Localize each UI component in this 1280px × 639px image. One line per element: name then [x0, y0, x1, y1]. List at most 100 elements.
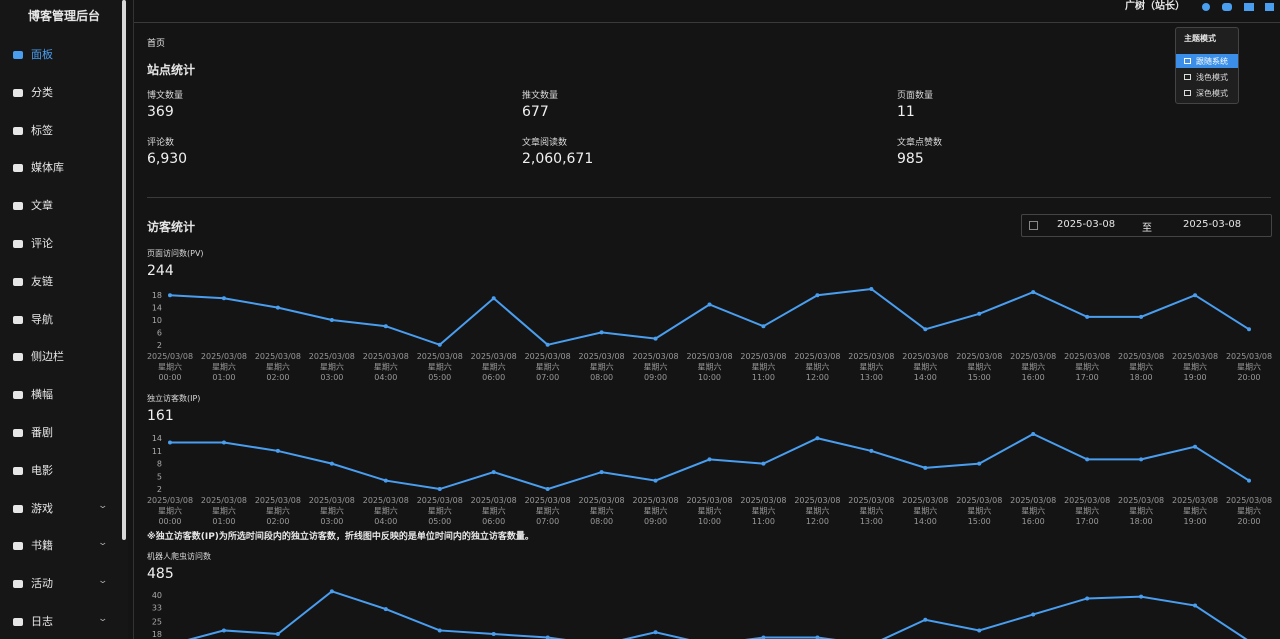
- date-from[interactable]: 2025-03-08: [1057, 219, 1116, 230]
- point: [923, 327, 928, 332]
- menu-label[interactable]: 分类: [31, 85, 53, 99]
- x-tick-label: 2025/03/08: [417, 352, 463, 361]
- menu-label[interactable]: 友链: [31, 274, 53, 288]
- menu-label[interactable]: 游戏: [31, 501, 53, 515]
- date-to[interactable]: 2025-03-08: [1183, 219, 1242, 230]
- x-tick-label: 2025/03/08: [902, 496, 948, 505]
- x-tick-label: 2025/03/08: [632, 352, 678, 361]
- divider: [147, 197, 1271, 198]
- breadcrumb[interactable]: 首页: [147, 39, 166, 49]
- menu-item[interactable]: 媒体库: [0, 161, 120, 177]
- x-tick-label: 02:00: [266, 373, 289, 382]
- point: [329, 318, 334, 322]
- menu-item[interactable]: 文章: [0, 199, 120, 215]
- menu-item[interactable]: 侧边栏: [0, 350, 120, 366]
- x-tick-label: 02:00: [266, 517, 289, 526]
- sidebar: 博客管理后台 面板 分类 标签 媒体库 文章 评论 友链 导航 侧边栏 横幅 番剧 电影 游戏 ⌄ 书籍 ⌄ 活…: [0, 0, 128, 639]
- menu-icon: [13, 580, 23, 589]
- menu-item[interactable]: 导航: [0, 313, 120, 329]
- x-tick-label: 星期六: [212, 362, 236, 372]
- point: [545, 487, 550, 492]
- point: [221, 440, 226, 445]
- line: [169, 287, 1250, 346]
- menu-label[interactable]: 导航: [31, 312, 53, 326]
- home-icon[interactable]: [1244, 3, 1254, 11]
- y-tick-label: 33: [152, 603, 162, 612]
- point: [707, 302, 712, 307]
- x-tick-label: 08:00: [590, 373, 613, 382]
- x-tick-label: 星期六: [805, 506, 829, 516]
- menu-label[interactable]: 活动: [31, 577, 53, 591]
- x-tick-label: 04:00: [374, 517, 397, 526]
- x-tick-label: 星期六: [913, 506, 937, 516]
- menu-label[interactable]: 电影: [31, 463, 53, 477]
- x-tick-label: 09:00: [644, 373, 667, 382]
- menu-item[interactable]: 评论: [0, 237, 120, 253]
- point: [275, 632, 280, 636]
- menu-label[interactable]: 书籍: [31, 539, 53, 553]
- option-icon: [1184, 58, 1191, 64]
- x-tick-label: 星期六: [1129, 362, 1153, 372]
- option-label[interactable]: 深色模式: [1196, 89, 1228, 98]
- chevron: ⌄: [97, 576, 109, 587]
- theme-menu: 主题模式 跟随系统 浅色模式 深色模式: [1175, 27, 1239, 104]
- menu-label[interactable]: 标签: [31, 123, 53, 137]
- menu-item[interactable]: 游戏 ⌄: [0, 501, 120, 518]
- theme-option[interactable]: 浅色模式: [1176, 70, 1238, 84]
- logout-icon[interactable]: [1265, 3, 1274, 11]
- point: [221, 296, 226, 301]
- menu-label[interactable]: 番剧: [31, 426, 53, 439]
- y-tick-label: 11: [152, 447, 162, 456]
- scrollbar[interactable]: [122, 0, 126, 540]
- point: [1085, 314, 1090, 319]
- user-name[interactable]: 广树（站长）: [1125, 1, 1185, 12]
- menu-item[interactable]: 活动 ⌄: [0, 576, 120, 593]
- menu-item[interactable]: 横幅: [0, 388, 120, 404]
- x-tick-label: 15:00: [968, 517, 991, 526]
- theme-option[interactable]: 深色模式: [1176, 86, 1238, 100]
- menu-item[interactable]: 电影: [0, 464, 120, 480]
- menu-icon: [13, 618, 23, 626]
- menu-item[interactable]: 标签: [0, 124, 120, 140]
- x-tick-label: 2025/03/08: [1118, 352, 1164, 361]
- menu-item[interactable]: 日志 ⌄: [0, 614, 120, 631]
- x-tick-label: 星期六: [1021, 506, 1045, 516]
- x-tick-label: 2025/03/08: [956, 352, 1002, 361]
- menu-label[interactable]: 侧边栏: [31, 350, 64, 364]
- chart-title: 独立访客数(IP): [147, 394, 201, 403]
- menu-item[interactable]: 书籍 ⌄: [0, 538, 120, 555]
- x-tick-label: 2025/03/08: [147, 352, 193, 361]
- note: ※独立访客数(IP)为所选时间段内的独立访客数，折线图中反映的是单位时间内的独立…: [147, 532, 534, 542]
- point: [545, 635, 550, 639]
- menu-item[interactable]: 分类: [0, 86, 120, 102]
- point: [815, 635, 820, 639]
- option-label[interactable]: 跟随系统: [1196, 57, 1228, 66]
- x-tick-label: 2025/03/08: [1010, 352, 1056, 361]
- stat-label: 博文数量: [147, 91, 184, 101]
- menu-label[interactable]: 日志: [31, 615, 53, 628]
- menu-item[interactable]: 面板: [0, 48, 120, 64]
- x-tick-label: 2025/03/08: [201, 496, 247, 505]
- stat-value: 677: [522, 104, 549, 120]
- x-tick-label: 10:00: [698, 373, 721, 382]
- option-label[interactable]: 浅色模式: [1196, 73, 1228, 82]
- menu-label[interactable]: 评论: [31, 237, 53, 250]
- x-tick-label: 2025/03/08: [794, 352, 840, 361]
- theme-option[interactable]: 跟随系统: [1176, 54, 1238, 68]
- menu-label[interactable]: 文章: [31, 199, 53, 213]
- theme-icon[interactable]: [1202, 3, 1210, 11]
- menu-icon: [13, 542, 23, 551]
- menu-item[interactable]: 友链: [0, 275, 120, 291]
- menu-label[interactable]: 横幅: [31, 388, 53, 402]
- point: [923, 465, 928, 470]
- x-tick-label: 星期六: [1183, 506, 1207, 516]
- menu-item[interactable]: 番剧: [0, 426, 120, 442]
- x-tick-label: 12:00: [806, 517, 829, 526]
- menu-label[interactable]: 面板: [31, 48, 53, 61]
- menu-label[interactable]: 媒体库: [31, 161, 64, 175]
- user-icon[interactable]: [1222, 3, 1232, 11]
- x-tick-label: 星期六: [212, 506, 236, 516]
- date-picker[interactable]: 2025-03-08 至 2025-03-08: [1021, 214, 1272, 237]
- x-tick-label: 2025/03/08: [632, 496, 678, 505]
